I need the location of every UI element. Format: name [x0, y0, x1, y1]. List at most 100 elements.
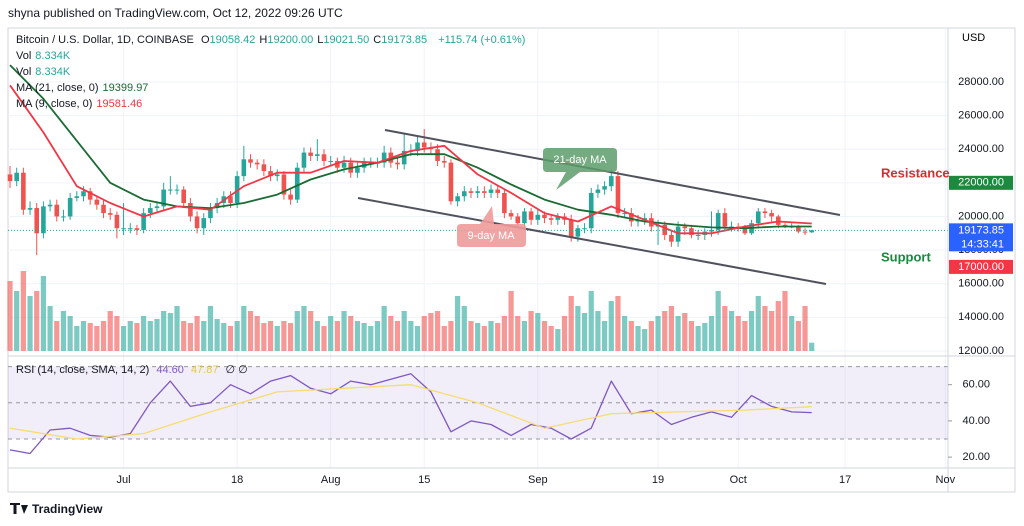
volume-bar — [769, 311, 775, 351]
ma9-callout — [457, 206, 526, 247]
volume-bar — [775, 301, 781, 351]
candle-body — [615, 176, 621, 214]
candle-body — [502, 192, 507, 214]
x-tick-label: Sep — [528, 474, 548, 486]
volume-bar — [401, 311, 407, 351]
x-tick-label: 15 — [418, 474, 430, 486]
volume-bar — [495, 323, 501, 351]
volume-bar — [575, 306, 581, 351]
candle-body — [241, 159, 247, 177]
ohlc-label: C — [373, 34, 382, 46]
volume-bar — [288, 323, 294, 351]
volume-legend: Vol 8.334K — [16, 66, 74, 78]
volume-bar — [361, 323, 367, 351]
candle-body — [475, 191, 480, 193]
volume-bar — [194, 316, 200, 351]
price-tags: 19173.85 14:33:41 22000.00 Resistance 17000.… — [881, 165, 1013, 274]
volume-bar — [234, 321, 240, 351]
candle-body — [695, 234, 701, 236]
rsi-sma-line — [9, 384, 812, 440]
volume-bar — [368, 326, 374, 351]
volume-bar — [34, 291, 40, 351]
volume-bar — [702, 323, 708, 351]
x-tick-label: Oct — [730, 474, 747, 486]
volume-bar — [40, 276, 47, 351]
volume-bar — [14, 291, 20, 351]
candle-body — [515, 216, 521, 224]
volume-bar — [221, 323, 227, 351]
volume-bar — [60, 311, 67, 351]
candle-body — [602, 186, 607, 190]
volume-bar — [408, 321, 414, 351]
candle-body — [528, 211, 534, 220]
candle-body — [87, 191, 93, 200]
volume-bar — [174, 306, 180, 351]
candle-body — [67, 197, 73, 217]
candle-body — [689, 228, 694, 235]
candle-body — [582, 228, 587, 230]
candle-body — [288, 194, 293, 200]
y-tick-label: 24000.00 — [958, 143, 1004, 155]
rsi-tick-label: 60.00 — [962, 379, 990, 391]
candle-body — [629, 213, 634, 222]
volume-bar — [455, 296, 461, 351]
currency-label: USD — [962, 32, 985, 44]
candle-body — [328, 160, 333, 162]
volume-bar — [27, 296, 33, 351]
volume-legend-name: Vol — [16, 50, 32, 62]
candle-body — [154, 206, 160, 209]
candle-body — [575, 228, 581, 237]
candle-body — [27, 208, 33, 210]
candle-body — [168, 189, 173, 191]
candle-body — [294, 167, 300, 200]
ma21-callout-text: 21-day MA — [553, 154, 607, 166]
candle-body — [315, 154, 320, 156]
volume-bar — [107, 311, 113, 351]
candle-body — [722, 213, 728, 227]
candle-body — [742, 228, 748, 234]
volume-bar — [675, 316, 681, 351]
volume-bar — [308, 311, 314, 351]
candle-body — [114, 214, 120, 229]
volume-bar — [294, 311, 300, 351]
candle-body — [769, 213, 774, 217]
candle-body — [809, 230, 815, 233]
y-tick-label: 16000.00 — [958, 278, 1004, 290]
volume-bar — [227, 326, 234, 351]
volume-bar — [267, 321, 274, 351]
volume-bar — [795, 321, 801, 351]
volume-bar — [214, 319, 220, 351]
volume-bar — [501, 316, 507, 351]
resistance-tag — [949, 175, 1013, 190]
symbol-legend: Bitcoin / U.S. Dollar, 1D, COINBASE O190… — [16, 34, 529, 46]
candle-body — [755, 211, 761, 224]
volume-bar — [87, 323, 93, 351]
volume-bar — [481, 326, 487, 351]
ma-legend-name: MA (21, close, 0) — [16, 82, 99, 94]
volume-bar — [7, 281, 13, 351]
y-tick-label: 14000.00 — [958, 311, 1004, 323]
y-tick-label: 20000.00 — [958, 210, 1004, 222]
volume — [7, 271, 815, 351]
volume-bar — [682, 313, 688, 351]
candle-body — [715, 213, 721, 230]
ma-legend: MA (21, close, 0) 19399.97 — [16, 82, 152, 94]
volume-bar — [281, 321, 287, 351]
volume-bar — [742, 321, 748, 351]
candle-body — [762, 211, 768, 214]
volume-bar — [201, 321, 207, 351]
volume-bar — [94, 326, 100, 351]
ma-legend-name: MA (9, close, 0) — [16, 98, 93, 110]
candle-body — [54, 204, 60, 217]
volume-bar — [207, 306, 214, 351]
candle-body — [301, 152, 307, 168]
volume-bar — [728, 311, 735, 351]
support-tag-label: 17000.00 — [958, 261, 1004, 273]
volume-bar — [809, 342, 815, 351]
support-text: Support — [881, 249, 931, 264]
volume-bar — [321, 326, 327, 351]
volume-legend: Vol 8.334K — [16, 50, 74, 62]
volume-bar — [187, 323, 193, 351]
volume-bar — [555, 329, 561, 351]
